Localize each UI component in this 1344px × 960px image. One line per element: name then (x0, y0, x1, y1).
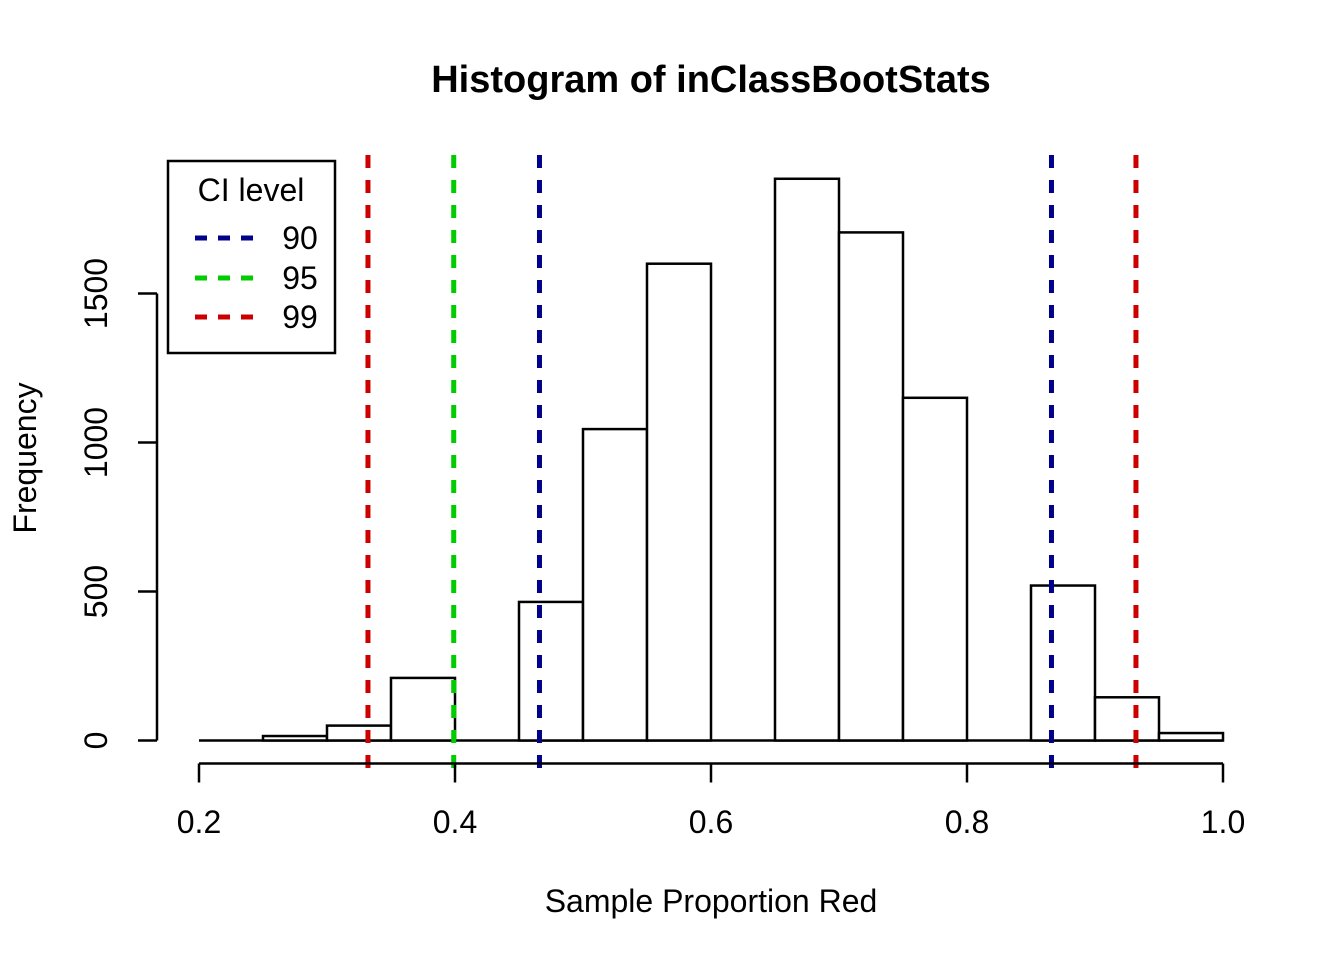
legend-box (166, 159, 337, 355)
legend-entry-label-95: 95 (282, 260, 318, 296)
x-tick-label: 1.0 (1201, 804, 1245, 840)
histogram-bar (581, 427, 649, 742)
legend-entry-label-90: 90 (282, 220, 318, 256)
histogram-bar (261, 734, 329, 742)
histogram-bar (1093, 696, 1161, 742)
legend-entry-label-99: 99 (282, 299, 318, 335)
histogram-bar (517, 600, 585, 742)
x-tick-label: 0.6 (689, 804, 733, 840)
x-tick-label: 0.4 (433, 804, 477, 840)
axes: 0.2 0.4 0.6 0.8 1.0 0 500 1000 1500 (78, 258, 1245, 840)
histogram-bar (325, 724, 393, 742)
histogram-bar (1157, 731, 1225, 742)
y-tick-label: 1000 (78, 407, 114, 478)
y-tick-label: 0 (78, 732, 114, 750)
histogram-bar (837, 231, 905, 742)
y-axis-label: Frequency (7, 382, 43, 533)
histogram-bar (1029, 584, 1097, 742)
y-tick-label: 500 (78, 565, 114, 618)
x-tick-label: 0.2 (177, 804, 221, 840)
x-tick-label: 0.8 (945, 804, 989, 840)
ci-boundary-lines (365, 155, 1139, 771)
histogram-bar (389, 676, 457, 742)
histogram-bar (773, 177, 841, 742)
histogram-bars (199, 177, 1225, 742)
legend-title: CI level (198, 172, 305, 208)
histogram-bar (901, 396, 969, 742)
histogram-bar (645, 262, 713, 742)
y-tick-label: 1500 (78, 258, 114, 329)
x-axis-label: Sample Proportion Red (545, 883, 878, 919)
chart-title: Histogram of inClassBootStats (431, 59, 991, 101)
